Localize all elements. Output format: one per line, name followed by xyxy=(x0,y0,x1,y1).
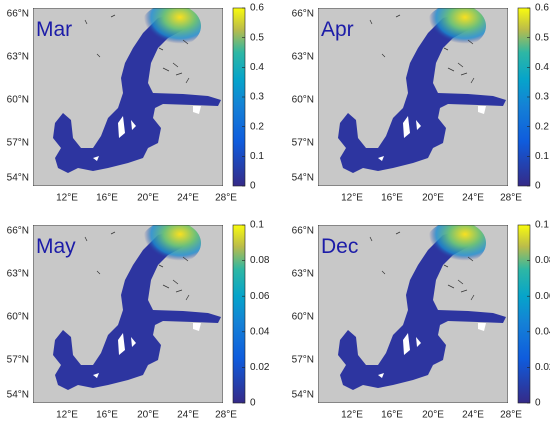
colorbar-tick-label: 0 xyxy=(535,181,541,192)
colorbar-tick-label: 0.1 xyxy=(250,220,264,231)
lon-tick-label: 12°E xyxy=(341,410,363,421)
map-panel: May 66°N 63°N 60°N 57°N 54°N 12°E 16°E 20°E 24°E 2… xyxy=(7,220,270,421)
lat-tick-label: 57°N xyxy=(292,138,314,149)
colorbar xyxy=(232,224,246,404)
lat-tick-label: 63°N xyxy=(292,269,314,280)
lat-tick-label: 66°N xyxy=(7,226,29,237)
lon-tick-label: 24°E xyxy=(462,193,484,204)
lat-tick-label: 57°N xyxy=(7,355,29,366)
colorbar-tick-label: 0.1 xyxy=(535,220,549,231)
colorbar-tick-label: 0.6 xyxy=(535,3,549,14)
lat-tick-label: 63°N xyxy=(7,269,29,280)
colorbar-tick-label: 0.2 xyxy=(535,121,549,132)
map-panel: Apr 66°N 63°N 60°N 57°N 54°N 12°E 16°E 20°E 24°E 2… xyxy=(292,3,550,204)
lat-tick-label: 60°N xyxy=(292,95,314,106)
lon-tick-label: 16°E xyxy=(381,193,403,204)
colorbar-tick-label: 0.3 xyxy=(535,92,549,103)
colorbar xyxy=(517,224,531,404)
colorbar-tick-label: 0.4 xyxy=(250,62,264,73)
lon-tick-label: 16°E xyxy=(96,410,118,421)
lon-tick-label: 16°E xyxy=(96,193,118,204)
colorbar-tick-label: 0.02 xyxy=(535,362,550,373)
lat-tick-label: 57°N xyxy=(7,138,29,149)
panel-label: May xyxy=(36,235,76,258)
map-panel: Mar 66°N 63°N 60°N 57°N 54°N 12°E 16°E 20°E 24°E 2… xyxy=(7,3,265,204)
colorbar-tick-label: 0.02 xyxy=(250,362,270,373)
lon-tick-label: 24°E xyxy=(177,410,199,421)
colorbar-tick-label: 0.5 xyxy=(535,32,549,43)
lon-tick-label: 24°E xyxy=(462,410,484,421)
lat-tick-label: 60°N xyxy=(7,312,29,323)
lon-tick-label: 28°E xyxy=(215,193,237,204)
panel-label: Mar xyxy=(36,18,72,41)
panel-label: Apr xyxy=(321,18,354,41)
colorbar-tick-label: 0.4 xyxy=(535,62,549,73)
map-panel: Dec 66°N 63°N 60°N 57°N 54°N 12°E 16°E 20°E 24°E 2… xyxy=(292,220,550,421)
lon-tick-label: 24°E xyxy=(177,193,199,204)
lon-tick-label: 12°E xyxy=(56,410,78,421)
colorbar-tick-label: 0.2 xyxy=(250,121,264,132)
lat-tick-label: 66°N xyxy=(7,9,29,20)
lon-tick-label: 20°E xyxy=(137,193,159,204)
colorbar-tick-label: 0.04 xyxy=(535,326,550,337)
lat-tick-label: 63°N xyxy=(292,52,314,63)
lon-tick-label: 28°E xyxy=(215,410,237,421)
lon-tick-label: 12°E xyxy=(341,193,363,204)
colorbar-tick-label: 0 xyxy=(250,398,256,409)
lat-tick-label: 60°N xyxy=(7,95,29,106)
panel-label: Dec xyxy=(321,235,358,258)
lon-tick-label: 12°E xyxy=(56,193,78,204)
colorbar-tick-label: 0.08 xyxy=(535,255,550,266)
lat-tick-label: 54°N xyxy=(7,173,29,184)
colorbar-tick-label: 0 xyxy=(535,398,541,409)
colorbar-tick-label: 0.3 xyxy=(250,92,264,103)
lon-tick-label: 16°E xyxy=(381,410,403,421)
lon-tick-label: 20°E xyxy=(422,410,444,421)
lat-tick-label: 60°N xyxy=(292,312,314,323)
colorbar-tick-label: 0.06 xyxy=(535,291,550,302)
lon-tick-label: 28°E xyxy=(500,193,522,204)
lat-tick-label: 57°N xyxy=(292,355,314,366)
colorbar-tick-label: 0.08 xyxy=(250,255,270,266)
colorbar-tick-label: 0.06 xyxy=(250,291,270,302)
lat-tick-label: 66°N xyxy=(292,226,314,237)
colorbar-tick-label: 0.1 xyxy=(250,151,264,162)
colorbar-tick-label: 0.5 xyxy=(250,32,264,43)
lon-tick-label: 28°E xyxy=(500,410,522,421)
lat-tick-label: 54°N xyxy=(292,390,314,401)
lat-tick-label: 54°N xyxy=(7,390,29,401)
colorbar-tick-label: 0.1 xyxy=(535,151,549,162)
lat-tick-label: 66°N xyxy=(292,9,314,20)
lon-tick-label: 20°E xyxy=(422,193,444,204)
lat-tick-label: 63°N xyxy=(7,52,29,63)
lon-tick-label: 20°E xyxy=(137,410,159,421)
lat-tick-label: 54°N xyxy=(292,173,314,184)
colorbar-tick-label: 0.04 xyxy=(250,326,270,337)
colorbar-tick-label: 0.6 xyxy=(250,3,264,14)
colorbar-tick-label: 0 xyxy=(250,181,256,192)
